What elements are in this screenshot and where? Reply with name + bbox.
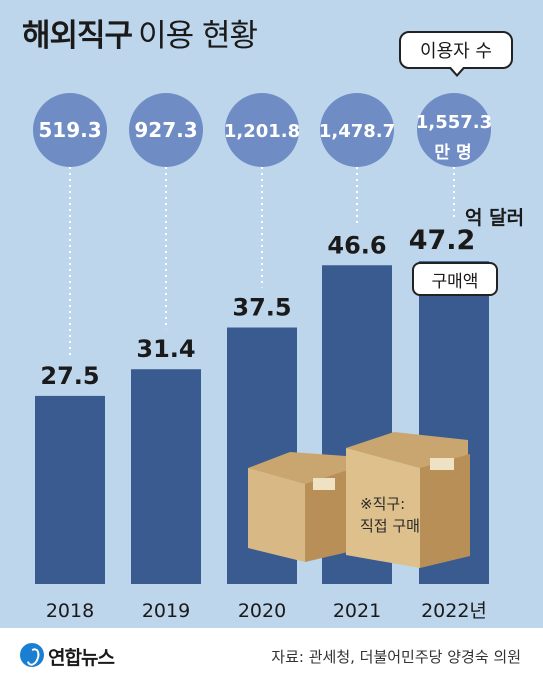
user-bubble-2020: [225, 93, 299, 167]
user-bubble-label: 1,478.7: [319, 121, 395, 142]
x-tick-label: 2019: [142, 600, 190, 622]
box-left-front: [248, 468, 305, 562]
bar-value-label: 47.2: [409, 225, 476, 256]
x-tick-label: 2021: [333, 600, 381, 622]
box-illustration: [248, 432, 470, 568]
user-bubble-label: 1,201.8: [224, 121, 300, 142]
bar-value-label: 46.6: [327, 231, 386, 259]
users-label-tail: [450, 66, 464, 74]
box-left-label: [313, 478, 335, 490]
yonhap-logo-icon: [20, 643, 44, 667]
amount-label-callout: 구매액: [412, 262, 498, 296]
amount-unit-suffix: 억 달러: [465, 207, 525, 229]
users-label-text: 이용자 수: [420, 41, 492, 62]
footer: [0, 628, 543, 687]
x-tick-label: 2022년: [421, 600, 487, 622]
source-text: 자료: 관세청, 더불어민주당 양경숙 의원: [271, 648, 521, 666]
user-bubble-2021: [320, 93, 394, 167]
amount-label-text: 구매액: [431, 271, 479, 292]
box-right-front: [346, 448, 420, 568]
x-tick-label: 2020: [238, 600, 286, 622]
logo-text: 연합뉴스: [48, 647, 115, 669]
bar-value-label: 37.5: [232, 294, 291, 322]
user-bubble-2018: [33, 93, 107, 167]
user-bubble-2022년: [417, 93, 491, 167]
note-line2: 직접 구매: [360, 517, 420, 535]
note-line1: ※직구:: [360, 495, 406, 513]
bar-2018: [35, 395, 105, 584]
user-bubble-2019: [129, 93, 203, 167]
bar-2019: [131, 369, 201, 584]
chart: 519.3 927.3 1,201.8 1,478.7 1,557.3 27.5 31.4…: [33, 93, 492, 622]
title-bold: 해외직구: [22, 18, 133, 54]
title-light: 이용 현황: [138, 18, 258, 54]
box-right-side: [420, 454, 470, 568]
page-title: 해외직구 이용 현황: [22, 10, 258, 55]
bar-value-label: 27.5: [40, 362, 99, 390]
users-label-callout: 이용자 수: [399, 31, 513, 77]
users-unit: 만 명: [434, 143, 472, 163]
user-bubble-label: 927.3: [134, 118, 197, 142]
box-left-side: [305, 470, 348, 562]
box-right-label: [430, 458, 454, 470]
note: ※직구: 직접 구매: [360, 493, 420, 537]
user-bubble-label: 1,557.3: [416, 112, 492, 133]
user-bubble-label: 519.3: [38, 118, 101, 142]
x-tick-label: 2018: [46, 600, 94, 622]
bar-value-label: 31.4: [136, 335, 195, 363]
